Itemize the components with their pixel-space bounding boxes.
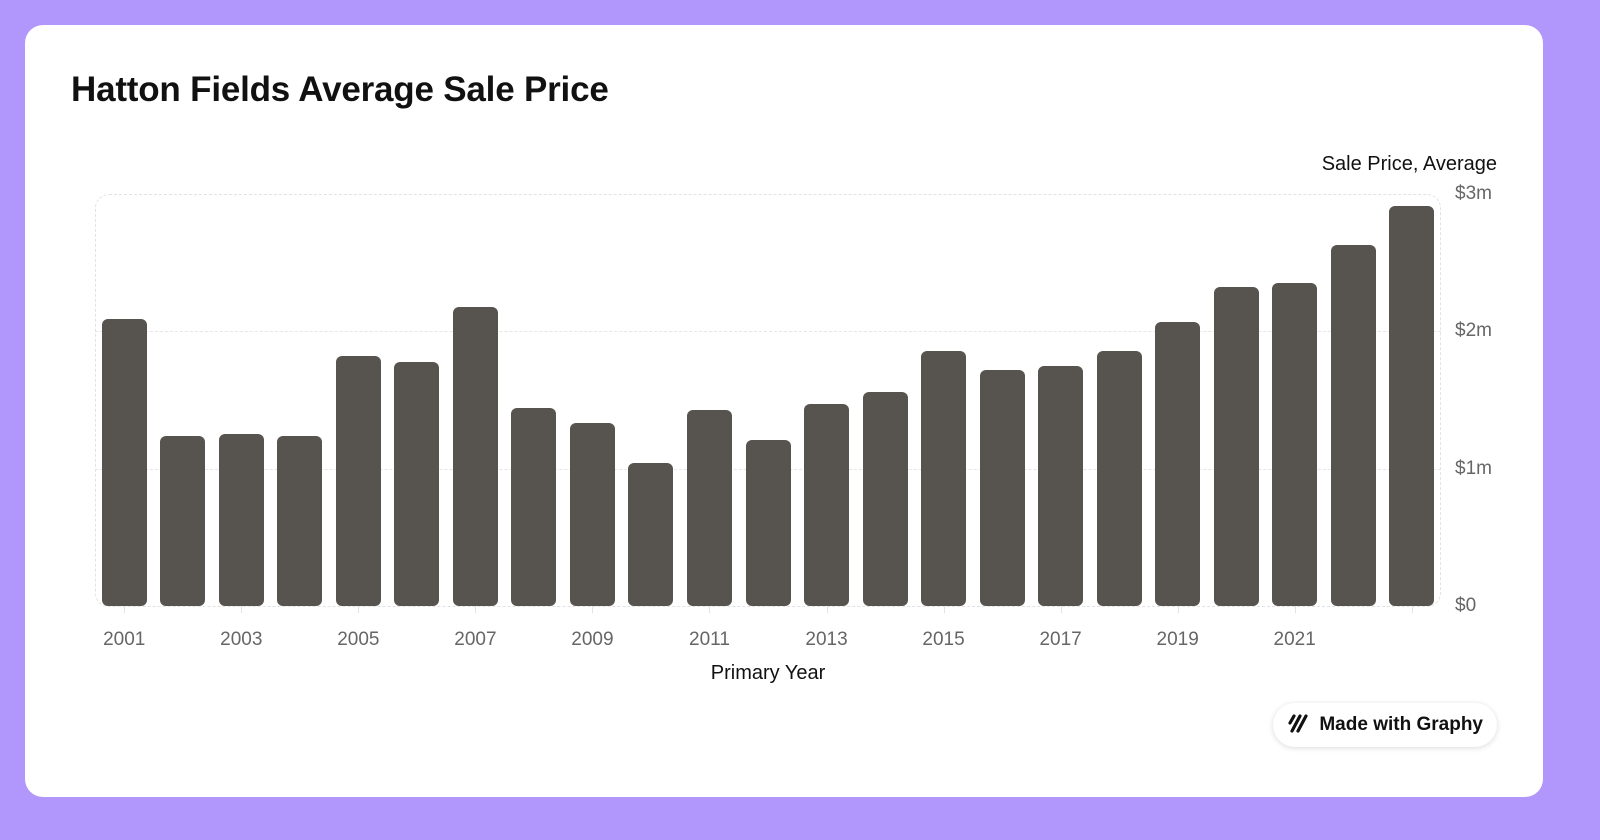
made-with-graphy-badge[interactable]: Made with Graphy xyxy=(1273,703,1497,747)
bar-2012[interactable] xyxy=(745,439,791,606)
gridline xyxy=(95,331,1441,333)
x-tick-mark xyxy=(943,606,945,613)
bar-2019[interactable] xyxy=(1155,321,1201,606)
bar-2016[interactable] xyxy=(979,369,1025,606)
bar-2007[interactable] xyxy=(452,306,498,606)
bar-2017[interactable] xyxy=(1038,365,1084,606)
x-tick-label: 2007 xyxy=(454,629,497,650)
badge-label: Made with Graphy xyxy=(1319,714,1483,735)
bar-2020[interactable] xyxy=(1213,287,1259,606)
y-axis-series-label: Sale Price, Average xyxy=(1321,153,1497,175)
chart-title: Hatton Fields Average Sale Price xyxy=(71,70,609,109)
bar-2006[interactable] xyxy=(394,361,440,606)
bar-2011[interactable] xyxy=(686,409,732,606)
bar-2009[interactable] xyxy=(569,423,615,606)
y-tick-label: $1m xyxy=(1455,457,1492,479)
x-tick-mark xyxy=(475,606,477,613)
x-axis-label: Primary Year xyxy=(710,662,826,684)
x-tick-label: 2005 xyxy=(337,629,380,650)
bar-2018[interactable] xyxy=(1096,350,1142,606)
bar-2013[interactable] xyxy=(804,404,850,606)
x-tick-mark xyxy=(1060,606,1062,613)
x-tick-label: 2017 xyxy=(1039,629,1082,650)
bar-2002[interactable] xyxy=(160,435,206,606)
x-tick-label: 2009 xyxy=(571,629,614,650)
bar-2014[interactable] xyxy=(862,391,908,606)
bar-2022[interactable] xyxy=(1330,244,1376,606)
x-tick-label: 2001 xyxy=(103,629,146,650)
y-tick-label: $3m xyxy=(1455,183,1492,204)
bar-2015[interactable] xyxy=(921,350,967,606)
plot-area xyxy=(95,194,1441,607)
x-tick-mark xyxy=(241,606,243,613)
x-tick-label: 2013 xyxy=(805,629,848,650)
graphy-logo-icon xyxy=(1287,713,1309,738)
x-tick-mark xyxy=(1177,606,1179,613)
x-tick-mark xyxy=(124,606,126,613)
bar-2004[interactable] xyxy=(277,435,323,606)
x-tick-mark xyxy=(1411,606,1413,613)
bar-2003[interactable] xyxy=(218,434,264,606)
y-tick-label: $2m xyxy=(1455,320,1492,342)
bar-2001[interactable] xyxy=(101,318,147,606)
x-tick-mark xyxy=(1294,606,1296,613)
x-tick-label: 2019 xyxy=(1156,629,1199,650)
x-tick-label: 2015 xyxy=(922,629,965,650)
x-tick-label: 2011 xyxy=(689,629,730,650)
x-tick-mark xyxy=(592,606,594,613)
y-tick-label: $0 xyxy=(1455,595,1477,616)
bar-2010[interactable] xyxy=(628,463,674,606)
bar-2023[interactable] xyxy=(1389,206,1435,606)
x-tick-label: 2003 xyxy=(220,629,263,650)
bar-2021[interactable] xyxy=(1272,283,1318,606)
bar-2005[interactable] xyxy=(335,356,381,606)
bar-2008[interactable] xyxy=(511,408,557,606)
x-tick-mark xyxy=(709,606,711,613)
x-tick-label: 2021 xyxy=(1273,629,1316,650)
x-tick-mark xyxy=(826,606,828,613)
x-tick-mark xyxy=(358,606,360,613)
